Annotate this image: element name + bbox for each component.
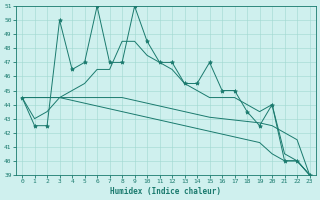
X-axis label: Humidex (Indice chaleur): Humidex (Indice chaleur) [110, 187, 221, 196]
